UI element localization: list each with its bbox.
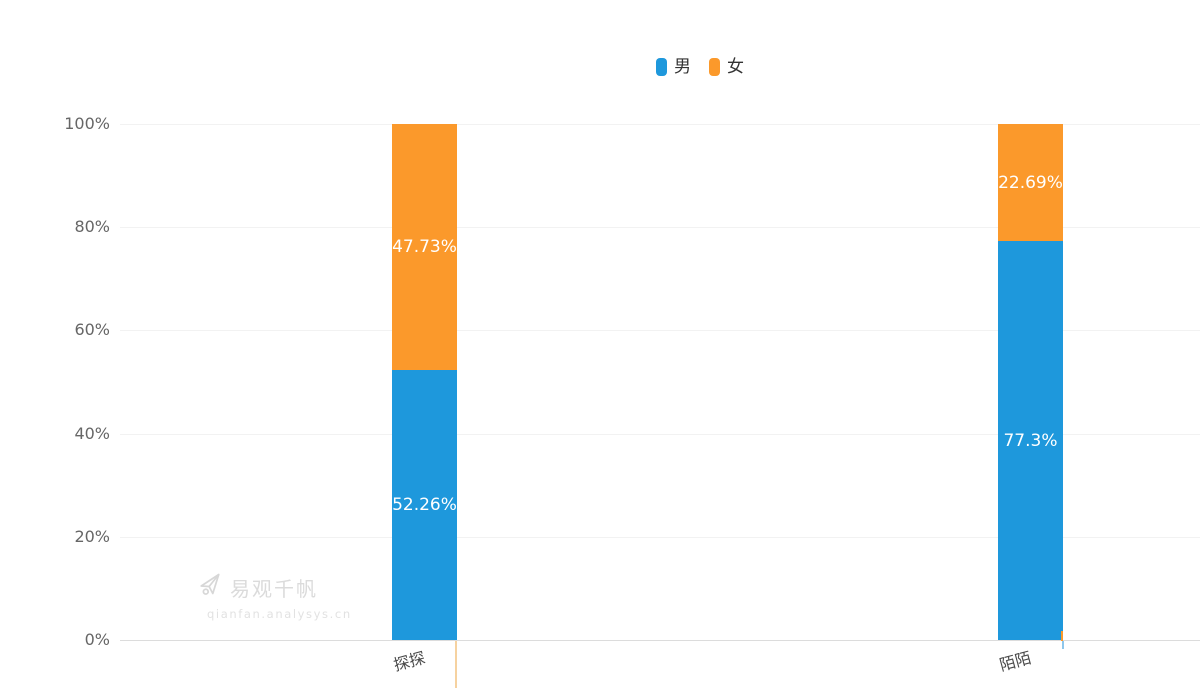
y-axis-tick-label: 60% bbox=[74, 320, 110, 340]
y-axis-tick-label: 20% bbox=[74, 526, 110, 546]
watermark: 易观千帆 qianfan.analysys.cn bbox=[198, 572, 352, 621]
legend-label: 女 bbox=[727, 56, 744, 77]
bar-segment-女-陌陌[interactable]: 22.69% bbox=[998, 124, 1063, 242]
legend-swatch-女 bbox=[709, 58, 720, 76]
bar-segment-女-探探[interactable]: 47.73% bbox=[392, 124, 457, 371]
x-axis-category-label: 探探 bbox=[390, 648, 427, 675]
paper-plane-icon bbox=[198, 572, 224, 602]
x-axis-category-label: 陌陌 bbox=[996, 648, 1033, 675]
bar-edge-highlight bbox=[1061, 631, 1063, 641]
gridline bbox=[120, 536, 1200, 538]
gridline bbox=[120, 433, 1200, 435]
legend-swatch-男 bbox=[656, 58, 667, 76]
value-label: 47.73% bbox=[392, 237, 457, 258]
value-label: 77.3% bbox=[1003, 430, 1058, 451]
value-label: 52.26% bbox=[392, 495, 457, 516]
legend-item-女[interactable]: 女 bbox=[709, 58, 744, 76]
gridline bbox=[120, 227, 1200, 229]
y-axis-tick-label: 100% bbox=[64, 114, 110, 133]
y-axis-tick-label: 0% bbox=[84, 630, 110, 649]
y-axis-tick-label: 80% bbox=[74, 217, 110, 237]
gridline bbox=[120, 124, 1200, 125]
value-label: 22.69% bbox=[998, 172, 1063, 193]
axis-tick-mark bbox=[1062, 641, 1064, 649]
watermark-subtitle: qianfan.analysys.cn bbox=[207, 607, 352, 621]
legend-label: 男 bbox=[674, 56, 691, 77]
axis-pointer-line bbox=[455, 641, 457, 688]
chart-legend: 男女 bbox=[656, 58, 744, 76]
legend-item-男[interactable]: 男 bbox=[656, 58, 691, 76]
y-axis-tick-label: 40% bbox=[74, 423, 110, 443]
bar-segment-男-探探[interactable]: 52.26% bbox=[392, 370, 457, 640]
watermark-title: 易观千帆 bbox=[230, 576, 318, 601]
x-axis-line bbox=[120, 640, 1200, 641]
bar-segment-男-陌陌[interactable]: 77.3% bbox=[998, 241, 1063, 640]
gridline bbox=[120, 330, 1200, 332]
